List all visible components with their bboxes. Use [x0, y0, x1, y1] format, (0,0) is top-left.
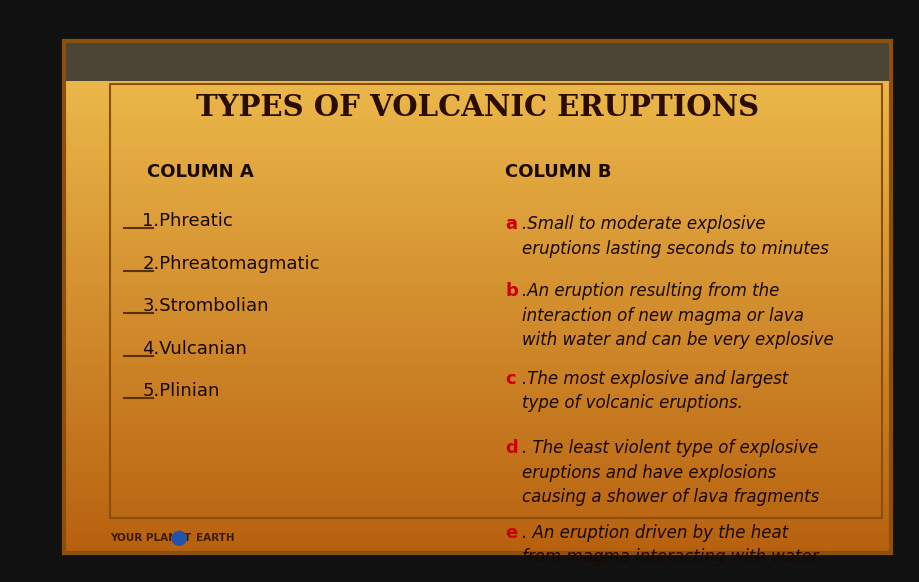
Text: EARTH: EARTH [196, 533, 234, 544]
Text: TYPES OF VOLCANIC ERUPTIONS: TYPES OF VOLCANIC ERUPTIONS [197, 93, 759, 122]
Text: 3.Strombolian: 3.Strombolian [142, 297, 269, 315]
Text: .An eruption resulting from the
interaction of new magma or lava
with water and : .An eruption resulting from the interact… [522, 282, 834, 349]
Text: d: d [505, 439, 518, 457]
Text: c: c [505, 370, 516, 388]
Text: . The least violent type of explosive
eruptions and have explosions
causing a sh: . The least violent type of explosive er… [522, 439, 819, 506]
Bar [0, 0, 64, 582]
Text: 1.Phreatic: 1.Phreatic [142, 212, 233, 230]
Bar [891, 0, 919, 582]
Text: . An eruption driven by the heat
from magma interacting with water.: . An eruption driven by the heat from ma… [522, 524, 823, 566]
Text: COLUMN B: COLUMN B [505, 163, 612, 180]
Text: .Small to moderate explosive
eruptions lasting seconds to minutes: .Small to moderate explosive eruptions l… [522, 215, 829, 258]
Text: a: a [505, 215, 517, 233]
Bar [0, 553, 919, 582]
Text: 5.Plinian: 5.Plinian [142, 382, 220, 400]
Bar [0, 0, 919, 41]
Text: YOUR PLANET: YOUR PLANET [110, 533, 191, 544]
Bar [64, 41, 891, 81]
Text: e: e [505, 524, 517, 542]
Bar [110, 84, 882, 518]
Text: 2.Phreatomagmatic: 2.Phreatomagmatic [142, 255, 320, 272]
Text: COLUMN A: COLUMN A [147, 163, 254, 180]
Bar [64, 41, 891, 553]
Text: b: b [505, 282, 518, 300]
Circle shape [172, 531, 187, 545]
Text: .The most explosive and largest
type of volcanic eruptions.: .The most explosive and largest type of … [522, 370, 789, 412]
Text: 4.Vulcanian: 4.Vulcanian [142, 340, 247, 357]
